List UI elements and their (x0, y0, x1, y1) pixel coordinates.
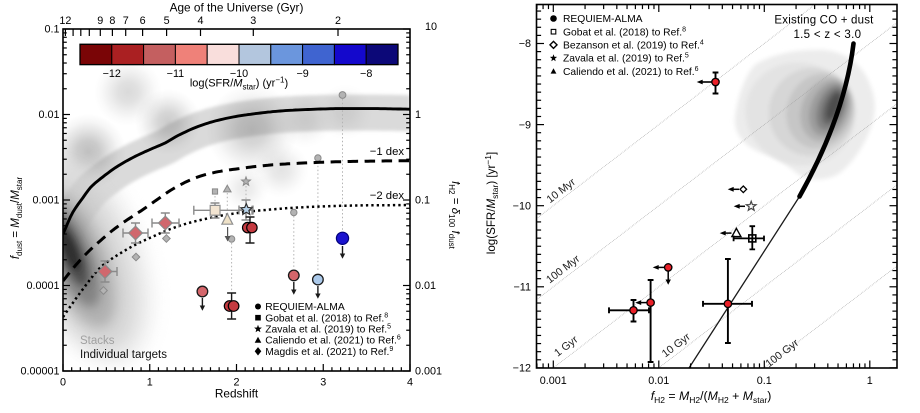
svg-text:fH2 = δ100 fdust: fH2 = δ100 fdust (448, 181, 462, 250)
svg-text:1: 1 (147, 376, 153, 388)
svg-text:0.00001: 0.00001 (20, 366, 59, 378)
svg-text:Existing CO + dust: Existing CO + dust (774, 15, 874, 27)
svg-text:2: 2 (233, 376, 239, 388)
svg-text:3: 3 (320, 376, 326, 388)
svg-text:2: 2 (335, 15, 341, 27)
svg-text:log(SFR/Mstar) [yr−1]: log(SFR/Mstar) [yr−1] (483, 152, 500, 255)
svg-text:−12: −12 (513, 363, 531, 375)
svg-text:1: 1 (415, 109, 421, 121)
svg-text:REQUIEM-ALMA: REQUIEM-ALMA (265, 302, 345, 313)
svg-text:0.1: 0.1 (415, 195, 430, 207)
svg-text:7: 7 (123, 15, 129, 27)
svg-text:−1 dex: −1 dex (370, 146, 405, 158)
svg-text:5: 5 (164, 15, 170, 27)
svg-text:Caliendo et al. (2021) to Ref.: Caliendo et al. (2021) to Ref.6 (265, 335, 401, 347)
svg-text:0.1: 0.1 (757, 375, 772, 387)
svg-text:4: 4 (197, 15, 203, 27)
svg-text:−9: −9 (296, 68, 308, 80)
svg-text:Individual targets: Individual targets (80, 349, 167, 361)
svg-text:−10: −10 (513, 200, 531, 212)
svg-text:4: 4 (407, 376, 413, 388)
svg-text:0.001: 0.001 (415, 366, 442, 378)
svg-text:−10: −10 (230, 68, 248, 80)
svg-text:0.001: 0.001 (32, 195, 59, 207)
svg-text:Gobat et al. (2018) to Ref.8: Gobat et al. (2018) to Ref.8 (563, 26, 686, 38)
svg-text:12: 12 (59, 15, 71, 27)
svg-text:−9: −9 (519, 119, 531, 131)
svg-text:1: 1 (867, 375, 873, 387)
svg-text:3: 3 (250, 15, 256, 27)
svg-text:0.01: 0.01 (648, 375, 669, 387)
svg-text:10: 10 (425, 21, 437, 33)
svg-text:0: 0 (60, 376, 66, 388)
svg-text:0.1: 0.1 (44, 24, 59, 36)
svg-text:6: 6 (140, 15, 146, 27)
svg-text:Age of the Universe (Gyr): Age of the Universe (Gyr) (170, 1, 304, 15)
svg-text:fdust = Mdust/Mstar: fdust = Mdust/Mstar (10, 177, 24, 260)
svg-text:Redshift: Redshift (215, 387, 259, 401)
svg-text:Bezanson et al. (2019) to Ref.: Bezanson et al. (2019) to Ref.4 (563, 40, 704, 52)
svg-text:Zavala et al. (2019) to Ref.5: Zavala et al. (2019) to Ref.5 (265, 324, 391, 336)
svg-text:0.01: 0.01 (415, 280, 436, 292)
svg-text:REQUIEM-ALMA: REQUIEM-ALMA (563, 14, 643, 25)
svg-text:8: 8 (109, 15, 115, 27)
svg-text:Zavala et al. (2019) to Ref.5: Zavala et al. (2019) to Ref.5 (563, 53, 689, 65)
svg-text:−2 dex: −2 dex (370, 190, 405, 202)
svg-text:−8: −8 (360, 68, 372, 80)
svg-text:0.001: 0.001 (540, 375, 567, 387)
svg-text:−11: −11 (167, 68, 185, 80)
svg-text:log(SFR/Mstar) (yr−1): log(SFR/Mstar) (yr−1) (190, 75, 288, 91)
svg-text:Gobat et al. (2018) to Ref.8: Gobat et al. (2018) to Ref.8 (265, 312, 388, 324)
svg-text:1.5 < z < 3.0: 1.5 < z < 3.0 (793, 29, 861, 41)
svg-text:−11: −11 (513, 282, 531, 294)
svg-text:−12: −12 (103, 68, 121, 80)
svg-text:Magdis et al. (2021) to Ref.9: Magdis et al. (2021) to Ref.9 (265, 346, 393, 358)
svg-text:9: 9 (97, 15, 103, 27)
svg-text:−8: −8 (519, 38, 531, 50)
svg-text:Caliendo et al. (2021) to Ref.: Caliendo et al. (2021) to Ref.6 (563, 66, 699, 78)
svg-text:fH2 = MH2/(MH2 + Mstar): fH2 = MH2/(MH2 + Mstar) (651, 389, 772, 405)
svg-text:0.01: 0.01 (38, 109, 59, 121)
svg-text:0.0001: 0.0001 (26, 280, 59, 292)
svg-text:Stacks: Stacks (80, 335, 115, 347)
